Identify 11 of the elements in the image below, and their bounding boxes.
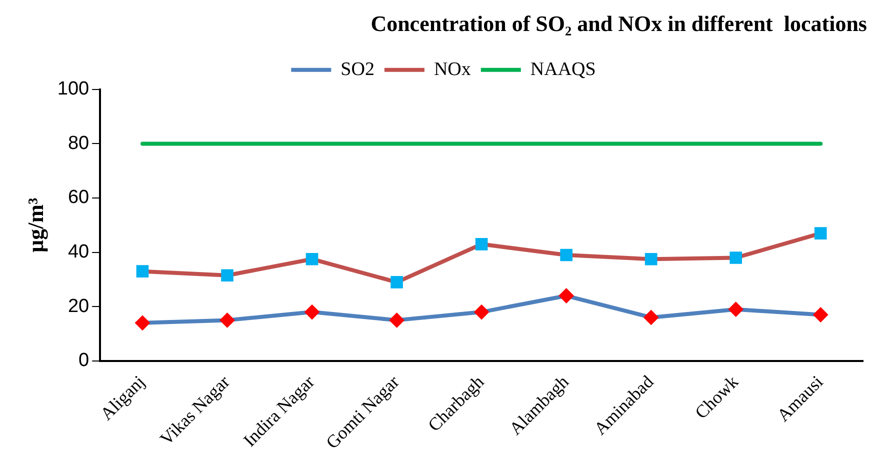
- y-tick-label: 0: [78, 350, 90, 372]
- y-axis-title: µg/m³: [22, 197, 48, 253]
- y-tick-label: 60: [68, 187, 90, 208]
- legend-label: NOx: [434, 58, 472, 80]
- chart-title: Concentration of SO₂ and NOx in different locations: [370, 10, 868, 36]
- legend-label: SO2: [340, 58, 374, 80]
- y-tick-label: 80: [68, 132, 90, 154]
- y-tick-label: 40: [68, 242, 90, 263]
- y-tick-label: 20: [68, 296, 90, 317]
- y-tick-label: 100: [57, 78, 90, 100]
- legend-label: NAAQS: [530, 58, 596, 80]
